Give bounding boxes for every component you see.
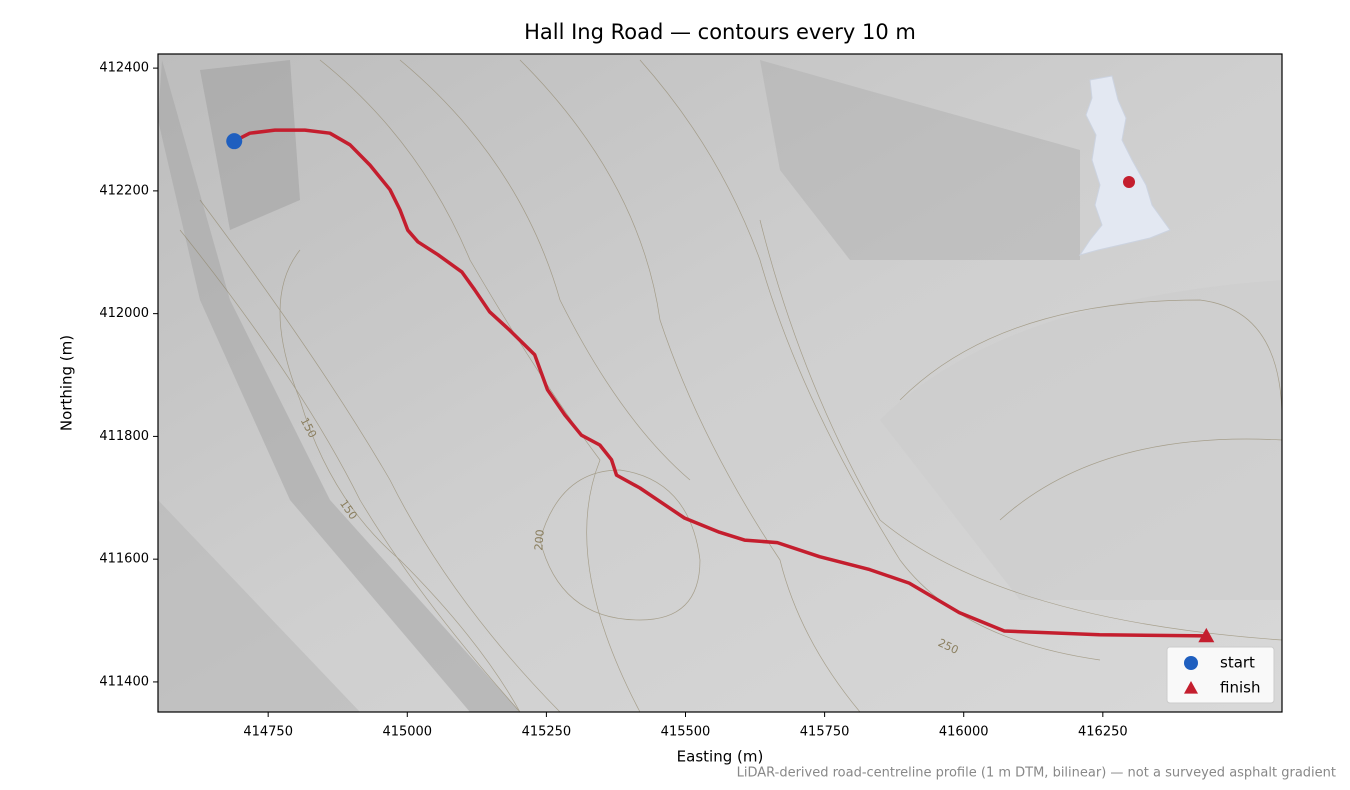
x-tick-label: 415000 [382, 725, 432, 740]
x-tick-label: 415750 [800, 725, 850, 740]
legend-marker [1184, 656, 1198, 670]
x-tick-label: 415500 [661, 725, 711, 740]
y-tick-label: 411400 [99, 674, 149, 689]
uk-inset [1078, 75, 1171, 256]
hillshade [158, 54, 1282, 712]
x-tick-label: 414750 [243, 725, 293, 740]
endpoint-marker [1198, 627, 1215, 643]
y-tick-label: 411800 [99, 429, 149, 444]
footnote: LiDAR-derived road-centreline profile (1… [737, 766, 1336, 781]
y-tick-label: 412200 [99, 183, 149, 198]
y-axis-label: Northing (m) [58, 335, 76, 431]
legend-marker [1184, 681, 1198, 694]
legend-label: finish [1220, 679, 1260, 697]
x-tick-label: 416000 [939, 725, 989, 740]
endpoint-marker [226, 133, 243, 150]
x-tick-label: 415250 [522, 725, 572, 740]
route-line [233, 128, 1207, 638]
location-dot [1123, 176, 1135, 188]
legend-label: start [1220, 654, 1255, 672]
y-tick-label: 412000 [99, 306, 149, 321]
x-tick-label: 416250 [1078, 725, 1128, 740]
chart-title: Hall Ing Road — contours every 10 m [524, 20, 916, 44]
x-axis-label: Easting (m) [677, 748, 764, 766]
plot-frame [157, 53, 1283, 713]
contour-label: 200 [532, 529, 547, 551]
y-tick-label: 411600 [99, 552, 149, 567]
y-tick-label: 412400 [99, 61, 149, 76]
